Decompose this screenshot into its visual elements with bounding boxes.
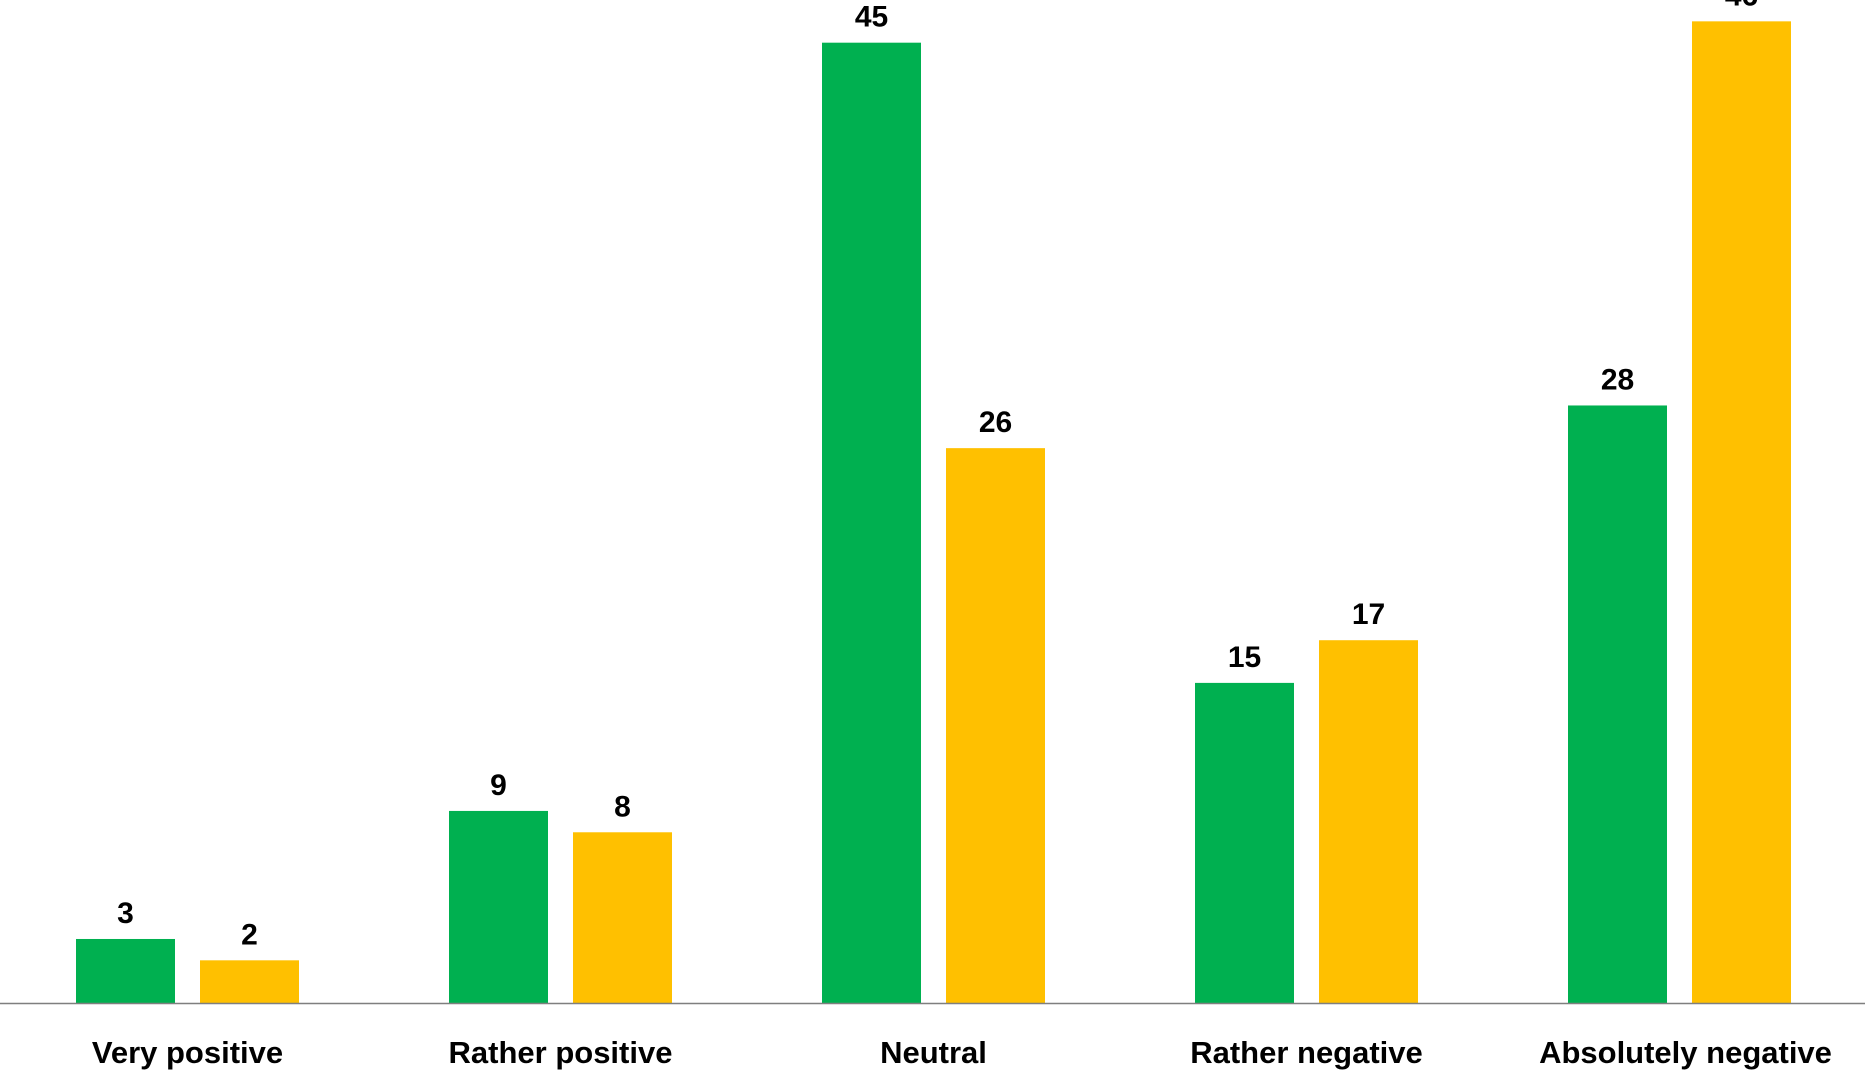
category-label: Rather positive — [449, 1035, 673, 1070]
data-label: 46 — [1725, 0, 1758, 12]
bar-series-2-neutral — [946, 448, 1045, 1003]
category-label: Rather negative — [1190, 1035, 1423, 1070]
data-label: 26 — [979, 406, 1012, 439]
data-label: 28 — [1601, 363, 1634, 396]
data-labels-layer: 3 2 9 8 45 26 15 17 28 46 — [117, 0, 1758, 951]
bar-series-2-rather-positive — [573, 832, 672, 1003]
data-label: 9 — [490, 769, 507, 802]
bar-series-1-rather-positive — [449, 810, 548, 1003]
bar-series-2-absolutely-negative — [1692, 21, 1791, 1003]
bar-series-2-very-positive — [200, 960, 299, 1003]
category-labels-layer: Very positive Rather positive Neutral Rathe… — [92, 1035, 1832, 1070]
bar-series-1-neutral — [822, 42, 921, 1004]
data-label: 45 — [855, 1, 888, 34]
bars-layer — [76, 21, 1791, 1004]
data-label: 3 — [117, 897, 134, 930]
category-label: Neutral — [880, 1035, 987, 1070]
data-label: 17 — [1352, 598, 1385, 631]
bar-series-1-very-positive — [76, 938, 175, 1003]
data-label: 8 — [614, 790, 631, 823]
data-label: 15 — [1228, 641, 1261, 674]
bar-series-1-rather-negative — [1195, 682, 1294, 1003]
category-label: Very positive — [92, 1035, 283, 1070]
bar-series-2-rather-negative — [1319, 640, 1418, 1003]
bar-series-1-absolutely-negative — [1568, 405, 1667, 1003]
category-label: Absolutely negative — [1539, 1035, 1832, 1070]
data-label: 2 — [241, 918, 258, 951]
